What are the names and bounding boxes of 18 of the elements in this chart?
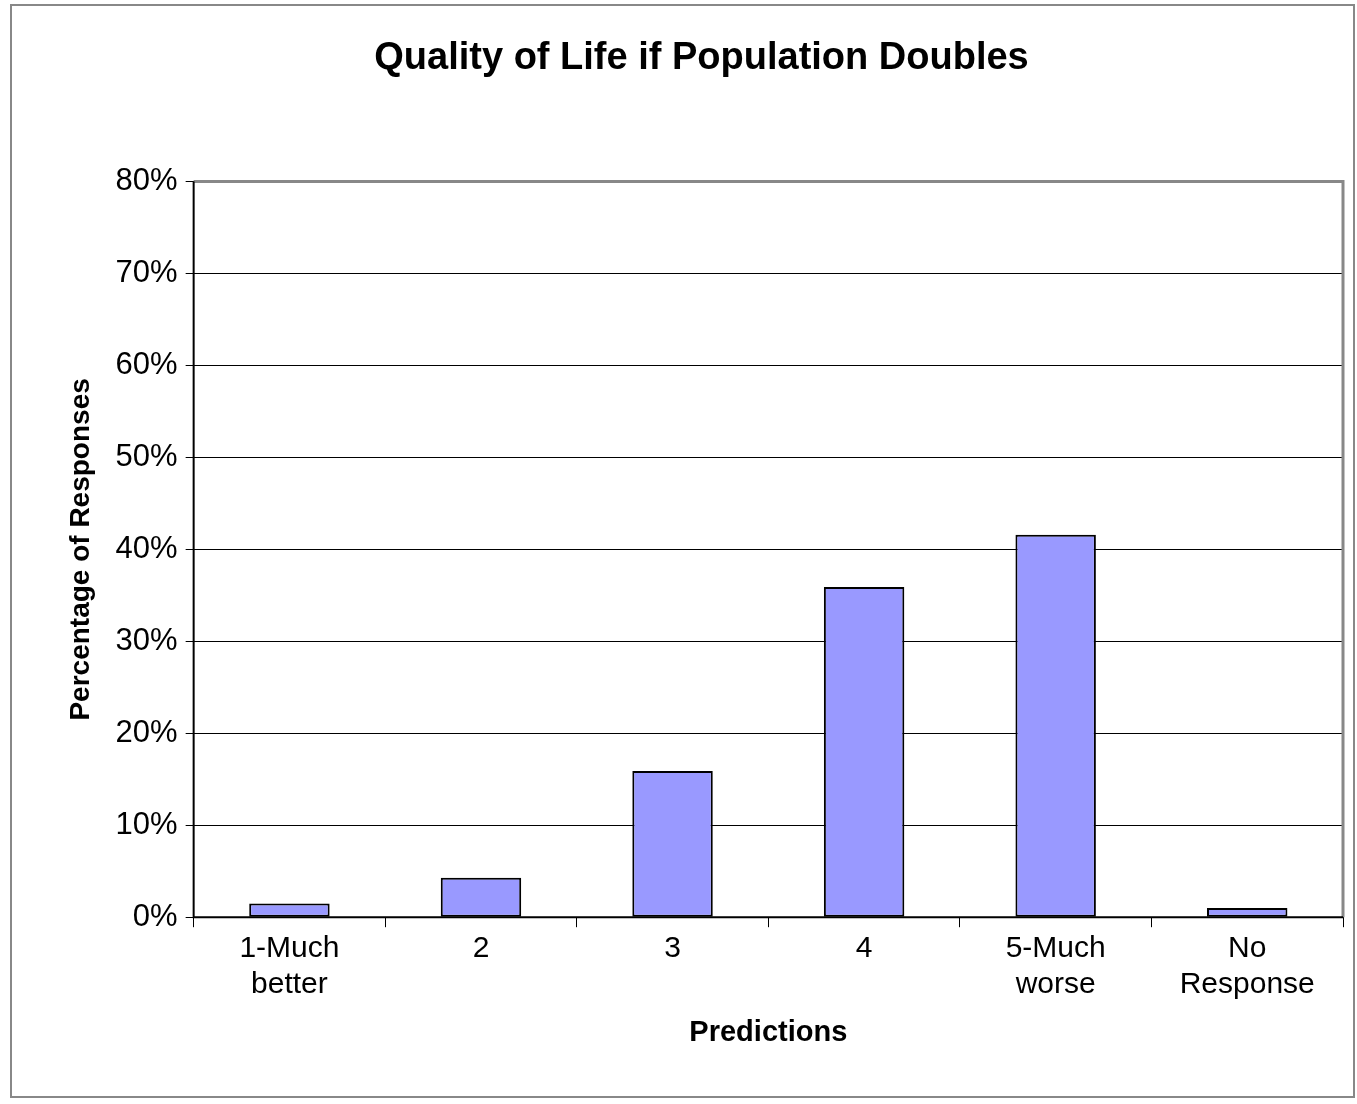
x-tick-label: 2 (472, 930, 490, 964)
y-tick-label: 80% (115, 162, 178, 198)
y-tick-label: 50% (115, 438, 178, 473)
y-tick-label: 0% (132, 897, 178, 933)
x-tick-label: 3 (664, 930, 681, 964)
x-tick-label: 5-Much worse (1005, 930, 1106, 1000)
y-tick-label: 60% (115, 346, 178, 382)
y-tick-label: 30% (115, 621, 178, 657)
y-tick-label: 40% (115, 529, 178, 565)
y-axis-title: Percentage of Responses (63, 378, 95, 721)
y-tick-label: 10% (115, 805, 178, 841)
y-tick-label: 70% (115, 254, 178, 290)
x-tick-label: 1-Much better (239, 930, 340, 1000)
x-tick-label: No Response (1179, 930, 1315, 1000)
chart-title: Quality of Life if Population Doubles (374, 35, 1029, 78)
y-tick-label: 20% (115, 713, 178, 749)
x-tick-label: 4 (855, 930, 873, 964)
x-axis-title: Predictions (689, 1014, 848, 1047)
